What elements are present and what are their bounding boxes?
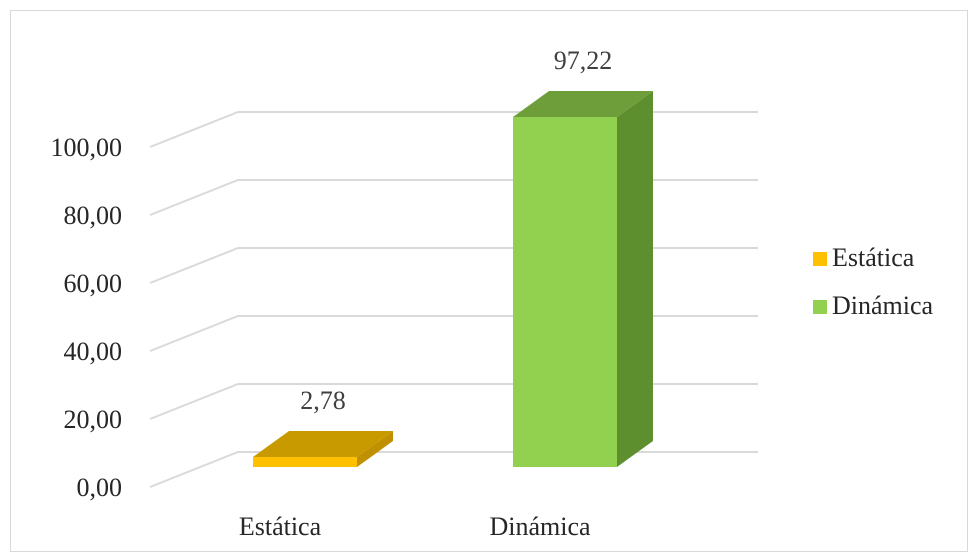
legend: Estática Dinámica [813, 243, 934, 320]
gridline [149, 179, 758, 216]
y-tick-label: 80,00 [64, 201, 123, 230]
bar-side [617, 91, 653, 468]
gridline [149, 383, 758, 420]
gridlines [149, 111, 758, 488]
bar-top [513, 91, 653, 118]
gridline [149, 451, 758, 488]
data-label: 97,22 [554, 46, 613, 75]
y-tick-label: 60,00 [64, 269, 123, 298]
bar-side [357, 430, 393, 467]
bars [253, 91, 653, 468]
gridline [149, 315, 758, 352]
gridline [149, 111, 758, 148]
legend-swatch [813, 300, 827, 314]
legend-label: Dinámica [832, 291, 934, 320]
y-axis-ticks: 0,00 20,00 40,00 60,00 80,00 100,00 [51, 133, 123, 502]
x-category-label: Estática [239, 512, 322, 541]
y-tick-label: 0,00 [77, 473, 123, 502]
y-tick-label: 20,00 [64, 405, 123, 434]
gridline [149, 247, 758, 284]
bar-front [513, 117, 617, 468]
legend-swatch [813, 252, 827, 266]
x-axis-categories: Estática Dinámica [239, 512, 591, 541]
data-label: 2,78 [300, 386, 346, 415]
y-tick-label: 100,00 [51, 133, 123, 162]
legend-label: Estática [832, 243, 915, 272]
bar-front [253, 456, 357, 467]
bar-top [253, 430, 393, 457]
y-tick-label: 40,00 [64, 337, 123, 366]
chart-frame [10, 10, 968, 552]
data-labels: 2,78 97,22 [300, 46, 612, 415]
x-category-label: Dinámica [489, 512, 591, 541]
